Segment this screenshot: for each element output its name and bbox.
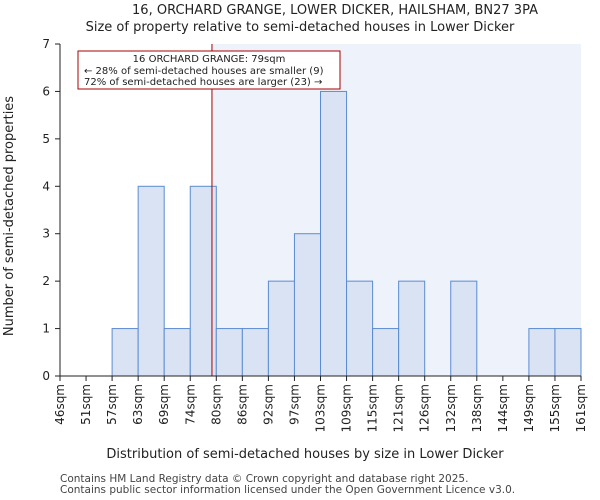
x-tick-label: 51sqm (79, 384, 93, 425)
bar-80sqm (215, 328, 243, 377)
footer-line-2: Contains public sector information licen… (60, 484, 516, 496)
x-tick-label: 155sqm (548, 384, 562, 432)
x-tick-label: 138sqm (470, 384, 484, 432)
x-tick-label: 149sqm (522, 384, 536, 432)
annotation-line-2: ← 28% of semi-detached houses are smalle… (84, 66, 324, 77)
y-tick-label: 6 (42, 84, 50, 98)
bar-97sqm (293, 233, 322, 377)
x-tick-label: 74sqm (183, 384, 197, 425)
annotation-line-3: 72% of semi-detached houses are larger (… (84, 77, 322, 88)
bar-115sqm (372, 328, 400, 377)
bar-69sqm (163, 328, 191, 377)
bar-149sqm (528, 328, 556, 377)
y-tick-label: 7 (42, 37, 50, 51)
bar-103sqm (320, 90, 348, 377)
x-tick-label: 69sqm (157, 384, 171, 425)
x-tick-label: 132sqm (444, 384, 458, 432)
x-tick-label: 126sqm (418, 384, 432, 432)
x-tick-label: 103sqm (314, 384, 328, 432)
y-tick-label: 5 (42, 132, 50, 146)
y-tick-label: 0 (42, 369, 50, 383)
larger-region-shading (211, 44, 582, 376)
annotation-line-1: 16 ORCHARD GRANGE: 79sqm (133, 54, 286, 65)
x-tick-label: 144sqm (496, 384, 510, 432)
annotation-box: 16 ORCHARD GRANGE: 79sqm ← 28% of semi-d… (77, 50, 341, 90)
x-axis-label: Distribution of semi-detached houses by … (106, 447, 504, 462)
bar-92sqm (267, 280, 295, 377)
x-tick-label: 80sqm (209, 384, 223, 425)
x-axis-ticks: 46sqm 51sqm 57sqm 63sqm 69sqm 74sqm 80sqm 86sqm… (53, 376, 588, 432)
x-tick-label: 121sqm (392, 384, 406, 432)
bar-121sqm (398, 280, 426, 377)
annotation-box-frame (77, 50, 341, 90)
bar-63sqm (137, 185, 165, 377)
y-tick-label: 2 (42, 274, 50, 288)
y-tick-label: 4 (42, 179, 50, 193)
chart-subtitle: Size of property relative to semi-detach… (86, 20, 515, 35)
x-tick-label: 161sqm (574, 384, 588, 432)
x-tick-label: 63sqm (131, 384, 145, 425)
y-tick-label: 3 (42, 227, 50, 241)
y-axis-label: Number of semi-detached properties (2, 96, 17, 336)
x-tick-label: 115sqm (366, 384, 380, 432)
footer-line-1: Contains HM Land Registry data © Crown c… (60, 473, 469, 485)
y-axis-ticks: 0 1 2 3 4 5 6 7 (42, 37, 60, 383)
x-tick-label: 97sqm (287, 384, 301, 425)
bar-57sqm (111, 328, 139, 377)
x-tick-label: 109sqm (340, 384, 354, 432)
x-tick-label: 46sqm (53, 384, 67, 425)
bar-155sqm (554, 328, 582, 377)
x-tick-label: 86sqm (235, 384, 249, 425)
x-tick-label: 92sqm (261, 384, 275, 425)
bar-132sqm (450, 280, 478, 377)
chart-title: 16, ORCHARD GRANGE, LOWER DICKER, HAILSH… (132, 3, 538, 18)
y-tick-label: 1 (42, 322, 50, 336)
bar-86sqm (241, 328, 269, 377)
bar-109sqm (346, 280, 374, 377)
x-tick-label: 57sqm (105, 384, 119, 425)
